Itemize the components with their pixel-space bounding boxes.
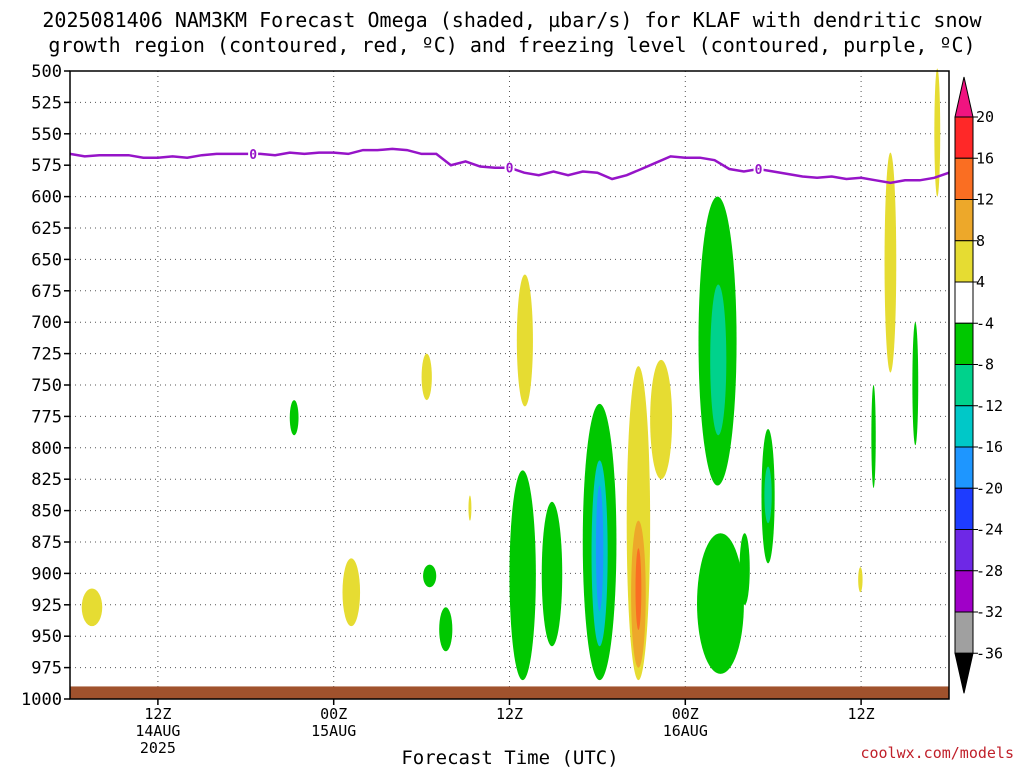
y-tick-label-675: 675: [31, 282, 62, 302]
omega-region-5: [439, 607, 453, 652]
y-tick-label-875: 875: [31, 533, 62, 553]
y-tick-label-800: 800: [31, 439, 62, 459]
x-tick-label-1-0: 00Z: [320, 705, 347, 723]
colorbar-label-4: 4: [976, 273, 985, 291]
colorbar-label-3: 8: [976, 232, 985, 250]
y-tick-label-1000: 1000: [21, 690, 62, 710]
x-tick-label-2-0: 12Z: [496, 705, 523, 723]
colorbar-label-5: -4: [976, 314, 994, 332]
colorbar-band-8: [954, 446, 974, 489]
y-tick-label-775: 775: [31, 407, 62, 427]
colorbar-band-0: [954, 116, 974, 159]
omega-region-2: [342, 558, 361, 627]
x-tick-label-3-1: 16AUG: [663, 722, 708, 740]
y-tick-label-625: 625: [31, 219, 62, 239]
y-tick-label-575: 575: [31, 156, 62, 176]
x-tick-label-4-0: 12Z: [848, 705, 875, 723]
omega-region-3: [421, 353, 432, 401]
colorbar-label-11: -28: [976, 562, 1003, 580]
freezing-level-label-0: 0: [249, 148, 257, 163]
omega-region-25: [884, 152, 897, 373]
y-tick-label-850: 850: [31, 502, 62, 522]
y-tick-label-550: 550: [31, 125, 62, 145]
freezing-label-bg-0: [248, 147, 259, 160]
omega-region-16: [650, 359, 673, 480]
credit-text: coolwx.com/models: [860, 744, 1014, 762]
omega-region-9: [541, 501, 563, 647]
x-tick-label-0-0: 12Z: [144, 705, 171, 723]
colorbar-band-10: [954, 529, 974, 572]
y-tick-label-750: 750: [31, 376, 62, 396]
y-tick-label-925: 925: [31, 596, 62, 616]
y-tick-label-950: 950: [31, 627, 62, 647]
omega-region-26: [912, 322, 919, 446]
freezing-level-label-2: 0: [755, 163, 763, 178]
omega-region-7: [516, 274, 533, 407]
omega-region-18: [739, 533, 750, 605]
colorbar-band-7: [954, 405, 974, 448]
colorbar-label-2: 12: [976, 191, 994, 209]
colorbar-band-6: [954, 364, 974, 407]
freezing-label-bg-2: [753, 162, 764, 175]
omega-region-27: [934, 68, 941, 197]
colorbar-label-13: -36: [976, 644, 1003, 662]
y-tick-label-500: 500: [31, 62, 62, 82]
y-tick-label-600: 600: [31, 188, 62, 208]
colorbar-band-11: [954, 570, 974, 613]
y-axis: 500 525 550 575 600 625 650 675 700 725 750 775 800 8…: [21, 62, 70, 710]
y-tick-label-825: 825: [31, 470, 62, 490]
omega-region-23: [858, 567, 863, 593]
omega-region-0: [81, 588, 103, 627]
y-tick-label-700: 700: [31, 313, 62, 333]
omega-region-6: [468, 495, 472, 521]
chart-title-line2: growth region (contoured, red, ºC) and f…: [48, 33, 975, 57]
colorbar-band-1: [954, 157, 974, 200]
y-tick-label-650: 650: [31, 250, 62, 270]
omega-region-22: [764, 466, 772, 524]
x-tick-label-1-1: 15AUG: [311, 722, 356, 740]
omega-region-8: [509, 470, 536, 681]
omega-shading: [81, 68, 941, 681]
colorbar-label-1: 16: [976, 149, 994, 167]
colorbar-band-12: [954, 611, 974, 654]
colorbar-band-5: [954, 322, 974, 365]
colorbar-label-10: -24: [976, 521, 1003, 539]
chart-title-line1: 2025081406 NAM3KM Forecast Omega (shaded…: [42, 8, 982, 32]
omega-region-17: [697, 533, 744, 674]
omega-region-15: [635, 548, 642, 630]
colorbar-band-9: [954, 487, 974, 530]
freezing-label-bg-1: [504, 161, 515, 174]
omega-region-20: [710, 284, 727, 436]
freezing-level-label-1: 0: [506, 162, 514, 177]
colorbar-label-8: -16: [976, 438, 1003, 456]
colorbar-band-4: [954, 281, 974, 324]
colorbar: 20 16 12 8 4 -4 -8 -12 -16 -20 -24 -28 -32 -36: [954, 76, 1003, 694]
omega-region-4: [423, 564, 437, 588]
x-axis-label: Forecast Time (UTC): [401, 747, 618, 768]
colorbar-band-2: [954, 199, 974, 242]
colorbar-label-0: 20: [976, 108, 994, 126]
y-tick-label-525: 525: [31, 93, 62, 113]
colorbar-label-12: -32: [976, 603, 1003, 621]
colorbar-label-6: -8: [976, 356, 994, 374]
freezing-level-labels: 0 0 0: [248, 147, 764, 178]
omega-region-24: [871, 385, 876, 488]
terrain-fill: [70, 686, 949, 699]
x-tick-label-0-2: 2025: [140, 739, 176, 757]
y-tick-label-900: 900: [31, 564, 62, 584]
colorbar-label-9: -20: [976, 479, 1003, 497]
x-tick-label-0-1: 14AUG: [135, 722, 180, 740]
omega-region-12: [595, 485, 604, 612]
colorbar-bottom-arrow: [954, 652, 974, 694]
y-tick-label-975: 975: [31, 659, 62, 679]
colorbar-band-3: [954, 240, 974, 283]
colorbar-label-7: -12: [976, 397, 1003, 415]
x-tick-label-3-0: 00Z: [672, 705, 699, 723]
omega-region-1: [289, 400, 299, 436]
y-tick-label-725: 725: [31, 345, 62, 365]
